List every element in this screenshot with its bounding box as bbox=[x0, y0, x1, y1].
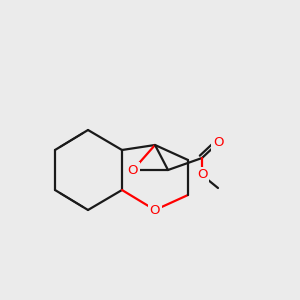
Text: O: O bbox=[213, 136, 223, 149]
Text: O: O bbox=[150, 203, 160, 217]
Text: O: O bbox=[128, 164, 138, 176]
Text: O: O bbox=[197, 169, 207, 182]
